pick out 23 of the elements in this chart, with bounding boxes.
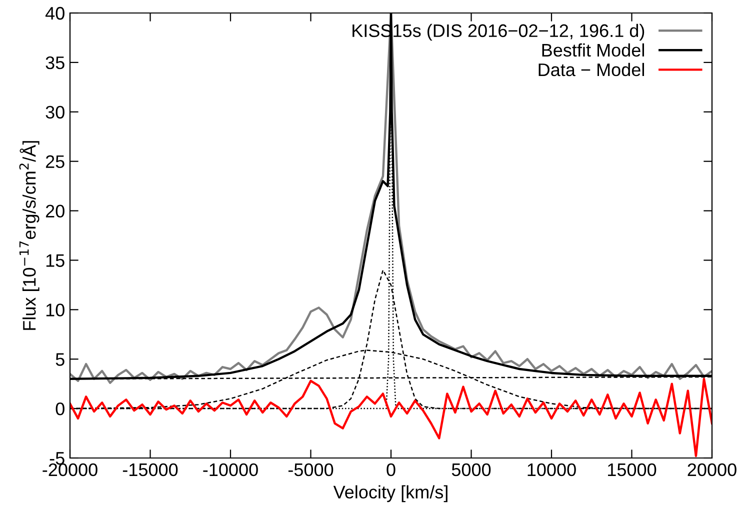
x-tick-label: 10000	[528, 463, 576, 476]
y-tick-label: 5	[56, 353, 64, 366]
y-tick-label: 35	[46, 56, 64, 70]
y-tick-label: 15	[46, 254, 64, 267]
x-tick-label: 0	[386, 463, 396, 476]
x-tick-label: -10000	[203, 463, 258, 476]
x-tick-label: -20000	[42, 463, 98, 476]
y-tick-label: 25	[46, 155, 64, 168]
y-tick-label: 0	[56, 402, 64, 416]
y-tick-label: 20	[46, 204, 64, 218]
x-axis-title: Velocity [km/s]	[333, 485, 448, 502]
x-tick-label: 15000	[608, 463, 656, 476]
y-axis-title: Flux [10$^{−17}$erg/s/cm$^{2}$/Å]	[19, 141, 40, 330]
legend-label: Data − Model	[538, 62, 644, 76]
x-tick-label: -15000	[122, 463, 178, 476]
legend-label: Bestfit Model	[542, 43, 644, 57]
x-tick-label: -5000	[288, 463, 334, 476]
x-tick-label: 20000	[688, 463, 736, 476]
y-tick-label: 30	[46, 106, 64, 119]
y-tick-label: -5	[50, 452, 64, 465]
y-tick-label: 40	[45, 6, 64, 20]
y-tick-label: 10	[46, 304, 64, 316]
x-tick-label: 5000	[452, 463, 491, 476]
